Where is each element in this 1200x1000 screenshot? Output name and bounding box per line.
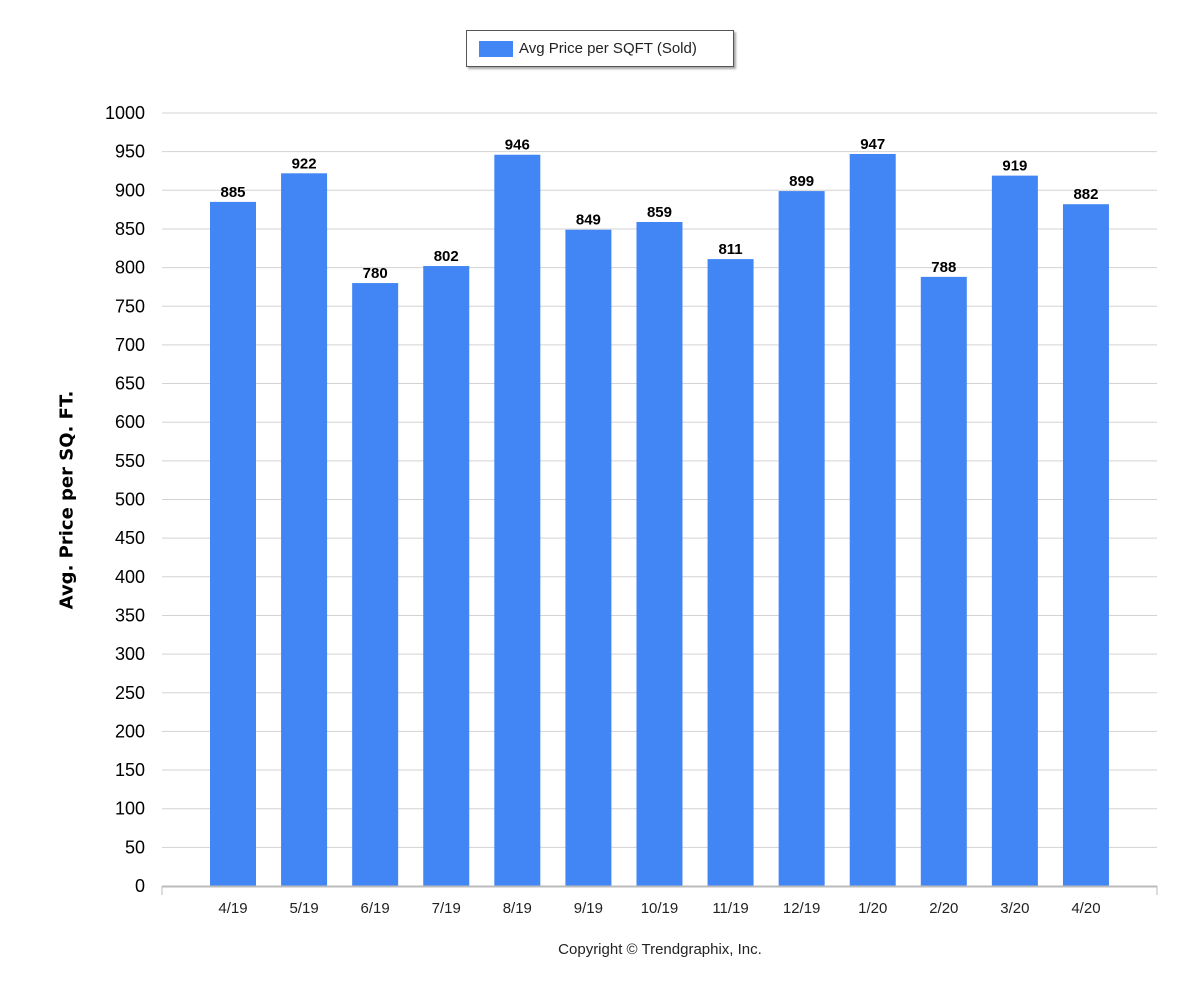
x-tick-label: 2/20 — [929, 900, 958, 917]
x-tick-label: 7/19 — [432, 900, 461, 917]
x-tick-label: 11/19 — [712, 900, 748, 917]
x-tick-label: 9/19 — [574, 900, 603, 917]
y-tick-label: 750 — [115, 296, 145, 316]
bars — [210, 153, 1109, 887]
y-tick-label: 800 — [115, 258, 145, 278]
bar — [210, 201, 256, 886]
legend-swatch — [479, 41, 513, 57]
x-tick-label: 1/20 — [858, 900, 887, 917]
y-tick-label: 600 — [115, 412, 145, 432]
y-tick-label: 200 — [115, 721, 145, 741]
data-label: 780 — [363, 265, 388, 282]
y-tick-label: 450 — [115, 528, 145, 548]
bar — [778, 191, 825, 886]
x-axis — [161, 885, 1158, 895]
x-tick-label: 8/19 — [503, 900, 532, 917]
y-axis-title: Avg. Price per SQ. FT. — [56, 390, 78, 610]
y-tick-label: 700 — [115, 335, 145, 355]
y-tick-label: 950 — [115, 142, 145, 162]
data-label: 802 — [434, 248, 459, 265]
y-tick-label: 900 — [115, 180, 145, 200]
y-tick-label: 1000 — [105, 103, 145, 123]
bar — [352, 283, 399, 886]
y-tick-label: 300 — [115, 644, 145, 664]
x-tick-label: 5/19 — [289, 900, 318, 917]
y-tick-label: 500 — [115, 490, 145, 510]
y-tick-label: 400 — [115, 567, 145, 587]
x-tick-label: 3/20 — [1000, 900, 1029, 917]
bar — [707, 259, 754, 886]
x-tick-label: 6/19 — [361, 900, 390, 917]
bar — [636, 221, 683, 887]
y-tick-label: 0 — [135, 876, 145, 896]
x-tick-label: 10/19 — [641, 900, 679, 917]
bar — [849, 153, 896, 886]
legend: Avg Price per SQFT (Sold) — [466, 30, 734, 67]
bar — [423, 266, 470, 887]
bar — [281, 173, 328, 886]
x-tick-label: 12/19 — [783, 900, 821, 917]
bar — [494, 154, 541, 886]
copyright-text: Copyright © Trendgraphix, Inc. — [558, 941, 762, 958]
y-tick-label: 250 — [115, 683, 145, 703]
x-tick-label: 4/20 — [1071, 900, 1100, 917]
y-tick-label: 150 — [115, 760, 145, 780]
y-tick-label: 50 — [125, 837, 145, 857]
y-tick-label: 550 — [115, 451, 145, 471]
bar — [920, 276, 967, 887]
bar — [1062, 204, 1109, 887]
data-label: 922 — [292, 155, 317, 172]
bar — [565, 229, 612, 886]
x-tick-label: 4/19 — [218, 900, 247, 917]
bar — [991, 175, 1038, 886]
data-label: 859 — [647, 204, 672, 221]
data-label: 899 — [789, 173, 814, 190]
data-label: 946 — [505, 137, 530, 154]
data-label: 849 — [576, 212, 601, 229]
y-tick-label: 100 — [115, 799, 145, 819]
data-label: 885 — [220, 184, 245, 201]
x-axis-ticks: 4/19 5/19 6/19 7/19 8/19 9/19 10/19 11/19 12/19 1… — [218, 900, 1100, 917]
legend-label: Avg Price per SQFT (Sold) — [519, 40, 697, 57]
data-label: 947 — [860, 136, 885, 153]
y-tick-label: 650 — [115, 374, 145, 394]
data-label: 919 — [1002, 158, 1027, 175]
y-axis-ticks: 0 50 100 150 200 250 300 350 400 450 500 550 600 650 7… — [105, 103, 145, 896]
data-label: 811 — [718, 241, 742, 258]
y-tick-label: 850 — [115, 219, 145, 239]
data-label: 788 — [931, 259, 956, 276]
y-tick-label: 350 — [115, 605, 145, 625]
data-label: 882 — [1073, 186, 1098, 203]
data-labels: 885 922 780 802 946 849 859 811 899 947 788 919 882 — [220, 136, 1098, 282]
